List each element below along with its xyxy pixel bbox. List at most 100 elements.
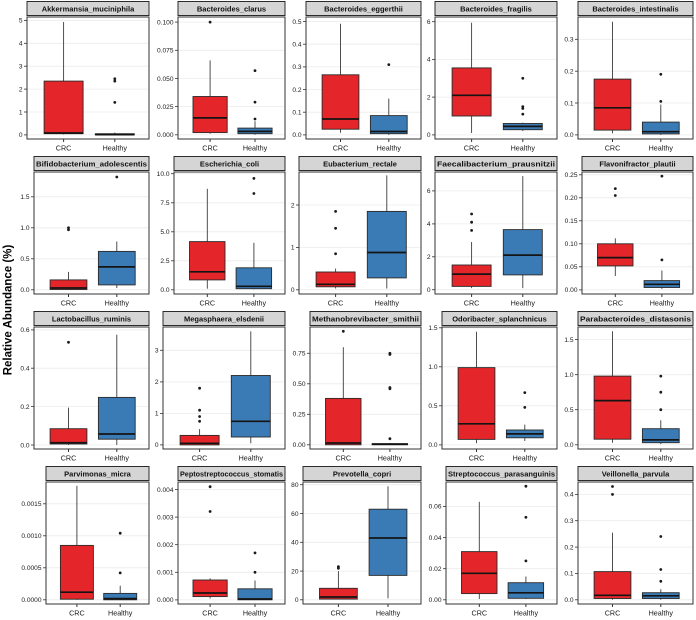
- svg-text:3: 3: [19, 64, 23, 71]
- svg-text:0.4: 0.4: [292, 42, 301, 49]
- facet-plot: CRC Healthy 0.0 0.5 1.0 1.5 Bifidobacterium_ad…: [20, 156, 150, 308]
- facet-panel-Bacteroides_fragilis: CRC Healthy 0 2 4 6 Bacteroides_fragilis: [424, 0, 560, 155]
- svg-text:CRC: CRC: [202, 144, 218, 153]
- facet-panel-Parabacteroides_distasonis: CRC Healthy 0.0 0.5 1.0 1.5 Parabacteroides_di…: [560, 310, 696, 465]
- svg-text:7.5: 7.5: [160, 200, 169, 207]
- facet-plot: CRC Healthy 0.00 0.25 0.50 0.75 Methanobreviba…: [293, 311, 422, 463]
- svg-text:0.075: 0.075: [157, 48, 174, 55]
- svg-text:0.0: 0.0: [428, 442, 437, 449]
- svg-text:0.05: 0.05: [565, 264, 578, 271]
- svg-text:0.3: 0.3: [292, 64, 301, 71]
- svg-text:0: 0: [427, 287, 431, 294]
- svg-text:0.2: 0.2: [564, 69, 573, 76]
- svg-text:Healthy: Healthy: [239, 454, 264, 463]
- svg-text:Healthy: Healthy: [378, 454, 403, 463]
- svg-text:0.50: 0.50: [293, 381, 306, 388]
- svg-text:Odoribacter_splanchnicus: Odoribacter_splanchnicus: [452, 314, 547, 323]
- svg-text:0.0: 0.0: [564, 132, 573, 139]
- facet-plot: CRC Healthy 0.000 0.025 0.050 0.075 0.100 Bacte…: [157, 1, 286, 153]
- facet-panel-Bacteroides_intestinalis: CRC Healthy 0.0 0.1 0.2 0.3 Bacteroides_intest…: [560, 0, 696, 155]
- facet-panel-Peptostreptococcus_stomatis: CRC Healthy 0.000 0.001 0.002 0.003 0.004 Pepto…: [152, 465, 288, 620]
- svg-text:0.0005: 0.0005: [21, 565, 42, 572]
- svg-text:0.050: 0.050: [157, 76, 174, 83]
- svg-text:0.000: 0.000: [157, 132, 174, 139]
- svg-text:0.0: 0.0: [564, 597, 573, 604]
- svg-text:0.000: 0.000: [157, 597, 174, 604]
- svg-text:6: 6: [427, 188, 431, 195]
- svg-text:Eubacterium_rectale: Eubacterium_rectale: [323, 159, 397, 168]
- svg-text:80: 80: [291, 482, 299, 489]
- svg-text:1.5: 1.5: [564, 337, 573, 344]
- svg-text:Healthy: Healthy: [514, 609, 539, 618]
- svg-text:Healthy: Healthy: [649, 144, 674, 153]
- svg-text:5.0: 5.0: [160, 229, 169, 236]
- svg-text:60: 60: [291, 511, 299, 518]
- facet-plot: CRC Healthy 0.00 0.02 0.04 0.06 Streptococcus_…: [429, 466, 558, 618]
- facet-plot: CRC Healthy 0.0 0.5 1.0 1.5 Parabacteroides_di…: [564, 311, 694, 463]
- svg-text:0.0: 0.0: [292, 132, 301, 139]
- svg-text:3: 3: [155, 348, 159, 355]
- svg-text:0.00: 0.00: [429, 597, 442, 604]
- facet-panel-Escherichia_coli: CRC Healthy 0.0 2.5 5.0 7.5 10.0 Escherichia_co…: [152, 155, 288, 310]
- facet-panel-Odoribacter_splanchnicus: CRC Healthy 0.0 0.5 1.0 1.5 Odoribacter_splanc…: [424, 310, 560, 465]
- svg-text:20: 20: [291, 568, 299, 575]
- svg-text:2.5: 2.5: [160, 258, 169, 265]
- facet-plot: CRC Healthy 0.0 0.1 0.2 0.3 0.4 0.5 Bacteroides_…: [292, 1, 422, 153]
- boxplot-grid: CRC Healthy 0 1 2 3 4 5 Akkermansia_muciniphila C…: [16, 0, 696, 620]
- facet-plot: CRC Healthy 0.0 0.5 1.0 1.5 Odoribacter_splanc…: [428, 311, 558, 463]
- svg-text:Megasphaera_elsdenii: Megasphaera_elsdenii: [184, 314, 264, 323]
- svg-text:0.1: 0.1: [564, 571, 573, 578]
- svg-text:2: 2: [155, 379, 159, 386]
- svg-text:0.0: 0.0: [20, 442, 29, 449]
- svg-text:0.75: 0.75: [293, 351, 306, 358]
- svg-text:Healthy: Healthy: [511, 299, 536, 308]
- facet-plot: CRC Healthy 0.00 0.05 0.10 0.15 0.20 0.25 Flavon…: [565, 156, 694, 308]
- svg-text:0.10: 0.10: [565, 241, 578, 248]
- svg-text:Healthy: Healthy: [243, 609, 268, 618]
- svg-text:CRC: CRC: [200, 299, 216, 308]
- svg-text:0: 0: [295, 597, 299, 604]
- svg-text:1.0: 1.0: [428, 364, 437, 371]
- svg-text:Parabacteroides_distasonis: Parabacteroides_distasonis: [580, 314, 691, 323]
- facet-plot: CRC Healthy 0.0 0.2 0.4 0.6 Lactobacillus_rumi…: [20, 311, 150, 463]
- svg-text:Parvimonas_micra: Parvimonas_micra: [64, 469, 132, 478]
- svg-text:2: 2: [427, 254, 431, 261]
- svg-text:0: 0: [19, 132, 23, 139]
- svg-text:1: 1: [155, 411, 159, 418]
- svg-text:Bifidobacterium_adolescentis: Bifidobacterium_adolescentis: [36, 159, 147, 168]
- y-axis-title-text: Relative Abundance (%): [2, 244, 15, 376]
- facet-plot: CRC Healthy 0.000 0.001 0.002 0.003 0.004 Pepto…: [157, 466, 286, 618]
- svg-text:2: 2: [291, 202, 295, 209]
- svg-text:Bacteroides_intestinalis: Bacteroides_intestinalis: [592, 4, 678, 13]
- facet-plot: CRC Healthy 0.0 0.1 0.2 0.3 Bacteroides_intest…: [564, 1, 694, 153]
- facet-panel-Faecalibacterium_prausnitzii: CRC Healthy 0 2 4 6 Faecalibacterium_prausnitz…: [424, 155, 560, 310]
- svg-text:Bacteroides_clarus: Bacteroides_clarus: [197, 4, 266, 13]
- svg-text:4: 4: [427, 221, 431, 228]
- svg-text:CRC: CRC: [605, 609, 621, 618]
- svg-text:0.06: 0.06: [429, 504, 442, 511]
- svg-text:0.0010: 0.0010: [21, 533, 42, 540]
- svg-text:CRC: CRC: [605, 454, 621, 463]
- svg-text:0.100: 0.100: [157, 19, 174, 26]
- svg-text:CRC: CRC: [333, 144, 349, 153]
- svg-text:0: 0: [155, 442, 159, 449]
- svg-text:0.0000: 0.0000: [21, 597, 42, 604]
- svg-text:CRC: CRC: [192, 454, 208, 463]
- svg-text:0.02: 0.02: [429, 566, 442, 573]
- svg-text:0.5: 0.5: [20, 256, 29, 263]
- svg-text:Faecalibacterium_prausnitzii: Faecalibacterium_prausnitzii: [437, 159, 555, 168]
- svg-text:Prevotella_copri: Prevotella_copri: [333, 469, 391, 478]
- svg-text:Healthy: Healthy: [377, 144, 402, 153]
- svg-text:Healthy: Healthy: [108, 609, 133, 618]
- svg-text:4: 4: [19, 41, 23, 48]
- svg-text:Methanobrevibacter_smithii: Methanobrevibacter_smithii: [312, 314, 419, 323]
- svg-text:1: 1: [291, 245, 295, 252]
- facet-panel-Streptococcus_parasanguinis: CRC Healthy 0.00 0.02 0.04 0.06 Streptococcus_…: [424, 465, 560, 620]
- svg-text:CRC: CRC: [608, 299, 624, 308]
- svg-text:Escherichia_coli: Escherichia_coli: [200, 159, 259, 168]
- svg-text:0.5: 0.5: [428, 403, 437, 410]
- svg-text:CRC: CRC: [202, 609, 218, 618]
- svg-text:1.0: 1.0: [564, 372, 573, 379]
- svg-text:0.1: 0.1: [564, 100, 573, 107]
- svg-text:4: 4: [427, 57, 431, 64]
